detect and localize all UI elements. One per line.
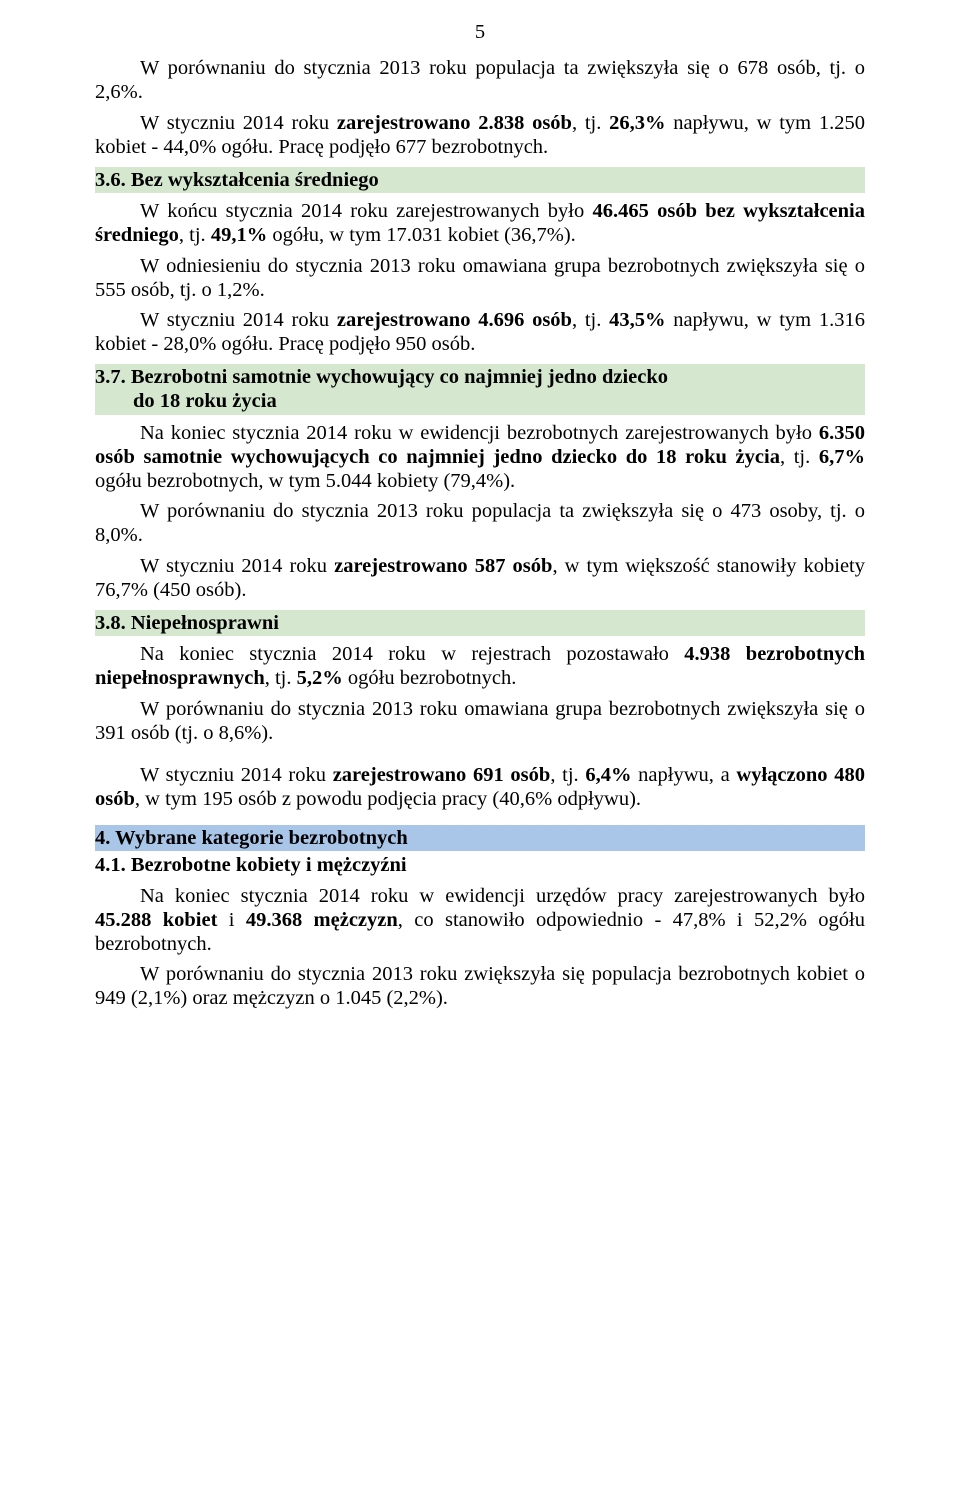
text: ogółu, w tym 17.031 kobiet (36,7%). — [267, 224, 576, 246]
bold-text: 43,5% — [609, 309, 665, 331]
text: W styczniu 2014 roku — [140, 112, 337, 134]
paragraph: Na koniec stycznia 2014 roku w rejestrac… — [95, 642, 865, 690]
text: , w tym 195 osób z powodu podjęcia pracy… — [135, 788, 641, 810]
paragraph: W odniesieniu do stycznia 2013 roku omaw… — [95, 254, 865, 302]
text: , tj. — [572, 112, 609, 134]
text: , tj. — [265, 667, 297, 689]
bold-text: zarejestrowano 4.696 osób — [337, 309, 572, 331]
section-heading-3-8: 3.8. Niepełnosprawni — [95, 610, 865, 636]
bold-text: zarejestrowano 587 osób — [334, 555, 552, 577]
bold-text: 49.368 mężczyzn — [246, 909, 398, 931]
text: Na koniec stycznia 2014 roku w ewidencji… — [140, 422, 819, 444]
paragraph: Na koniec stycznia 2014 roku w ewidencji… — [95, 421, 865, 494]
section-heading-4: 4. Wybrane kategorie bezrobotnych — [95, 825, 865, 851]
text: , tj. — [550, 764, 585, 786]
heading-line-1: 3.7. Bezrobotni samotnie wychowujący co … — [95, 366, 668, 388]
text: ogółu bezrobotnych, w tym 5.044 kobiety … — [95, 470, 515, 492]
bold-text: zarejestrowano 691 osób — [333, 764, 551, 786]
bold-text: 5,2% — [297, 667, 343, 689]
text: W styczniu 2014 roku — [140, 555, 334, 577]
paragraph: W porównaniu do stycznia 2013 roku popul… — [95, 56, 865, 104]
text: Na koniec stycznia 2014 roku w rejestrac… — [140, 643, 684, 665]
text: W końcu stycznia 2014 roku zarejestrowan… — [140, 200, 593, 222]
paragraph: W porównaniu do stycznia 2013 roku omawi… — [95, 697, 865, 745]
bold-text: 26,3% — [609, 112, 665, 134]
paragraph: W styczniu 2014 roku zarejestrowano 691 … — [95, 763, 865, 811]
paragraph: W styczniu 2014 roku zarejestrowano 4.69… — [95, 308, 865, 356]
bold-text: 45.288 kobiet — [95, 909, 217, 931]
paragraph: W styczniu 2014 roku zarejestrowano 587 … — [95, 554, 865, 602]
text: , tj. — [572, 309, 609, 331]
bold-text: zarejestrowano 2.838 osób — [337, 112, 572, 134]
text: i — [217, 909, 245, 931]
paragraph: W styczniu 2014 roku zarejestrowano 2.83… — [95, 111, 865, 159]
heading-line-2: do 18 roku życia — [95, 389, 277, 413]
section-heading-3-7: 3.7. Bezrobotni samotnie wychowujący co … — [95, 364, 865, 414]
section-heading-4-1: 4.1. Bezrobotne kobiety i mężczyźni — [95, 853, 865, 877]
bold-text: 6,4% — [585, 764, 631, 786]
text: ogółu bezrobotnych. — [343, 667, 517, 689]
bold-text: 6,7% — [819, 446, 865, 468]
paragraph: W porównaniu do stycznia 2013 roku popul… — [95, 499, 865, 547]
text: W styczniu 2014 roku — [140, 309, 337, 331]
document-page: 5 W porównaniu do stycznia 2013 roku pop… — [0, 0, 960, 1499]
bold-text: 49,1% — [211, 224, 267, 246]
text: , tj. — [780, 446, 819, 468]
paragraph: Na koniec stycznia 2014 roku w ewidencji… — [95, 884, 865, 957]
paragraph: W porównaniu do stycznia 2013 roku zwięk… — [95, 962, 865, 1010]
text: , tj. — [179, 224, 211, 246]
page-number: 5 — [95, 20, 865, 44]
paragraph: W końcu stycznia 2014 roku zarejestrowan… — [95, 199, 865, 247]
section-heading-3-6: 3.6. Bez wykształcenia średniego — [95, 167, 865, 193]
text: napływu, a — [631, 764, 736, 786]
text: Na koniec stycznia 2014 roku w ewidencji… — [140, 885, 865, 907]
text: W styczniu 2014 roku — [140, 764, 333, 786]
